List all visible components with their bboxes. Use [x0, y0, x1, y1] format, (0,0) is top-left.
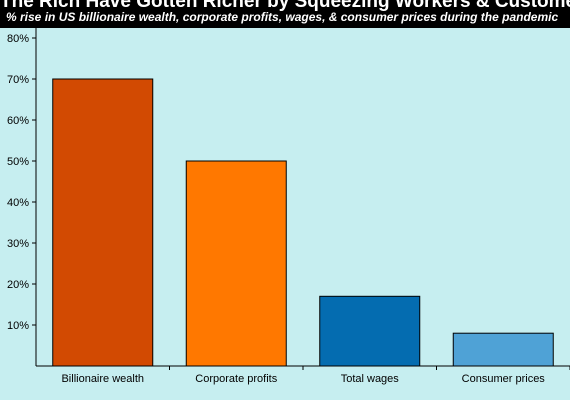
y-tick-label: 20%	[7, 279, 29, 291]
x-tick-label: Total wages	[341, 373, 400, 385]
y-tick-label: 10%	[7, 320, 29, 332]
bar-total-wages	[319, 295, 421, 367]
bar-corporate-profits	[185, 160, 287, 367]
y-tick-label: 40%	[7, 197, 29, 209]
chart-title: The Rich Have Gotten Richer by Squeezing…	[0, 0, 570, 12]
y-tick-label: 80%	[7, 33, 29, 45]
x-tick-label: Corporate profits	[195, 373, 277, 385]
y-axis: 10% 20% 30% 40% 50% 60% 70% 80%	[7, 33, 36, 332]
y-tick-label: 70%	[7, 74, 29, 86]
x-tick-label: Consumer prices	[462, 373, 546, 385]
x-tick-label: Billionaire wealth	[61, 373, 144, 385]
bar-billionaire-wealth	[52, 78, 154, 367]
bar-consumer-prices	[452, 332, 554, 367]
x-axis: Billionaire wealth Corporate profits Total…	[61, 366, 570, 385]
y-tick-label: 60%	[7, 115, 29, 127]
y-tick-label: 30%	[7, 238, 29, 250]
y-tick-label: 50%	[7, 156, 29, 168]
chart-subtitle: % rise in US billionaire wealth, corpora…	[6, 10, 559, 24]
bars	[52, 78, 554, 367]
